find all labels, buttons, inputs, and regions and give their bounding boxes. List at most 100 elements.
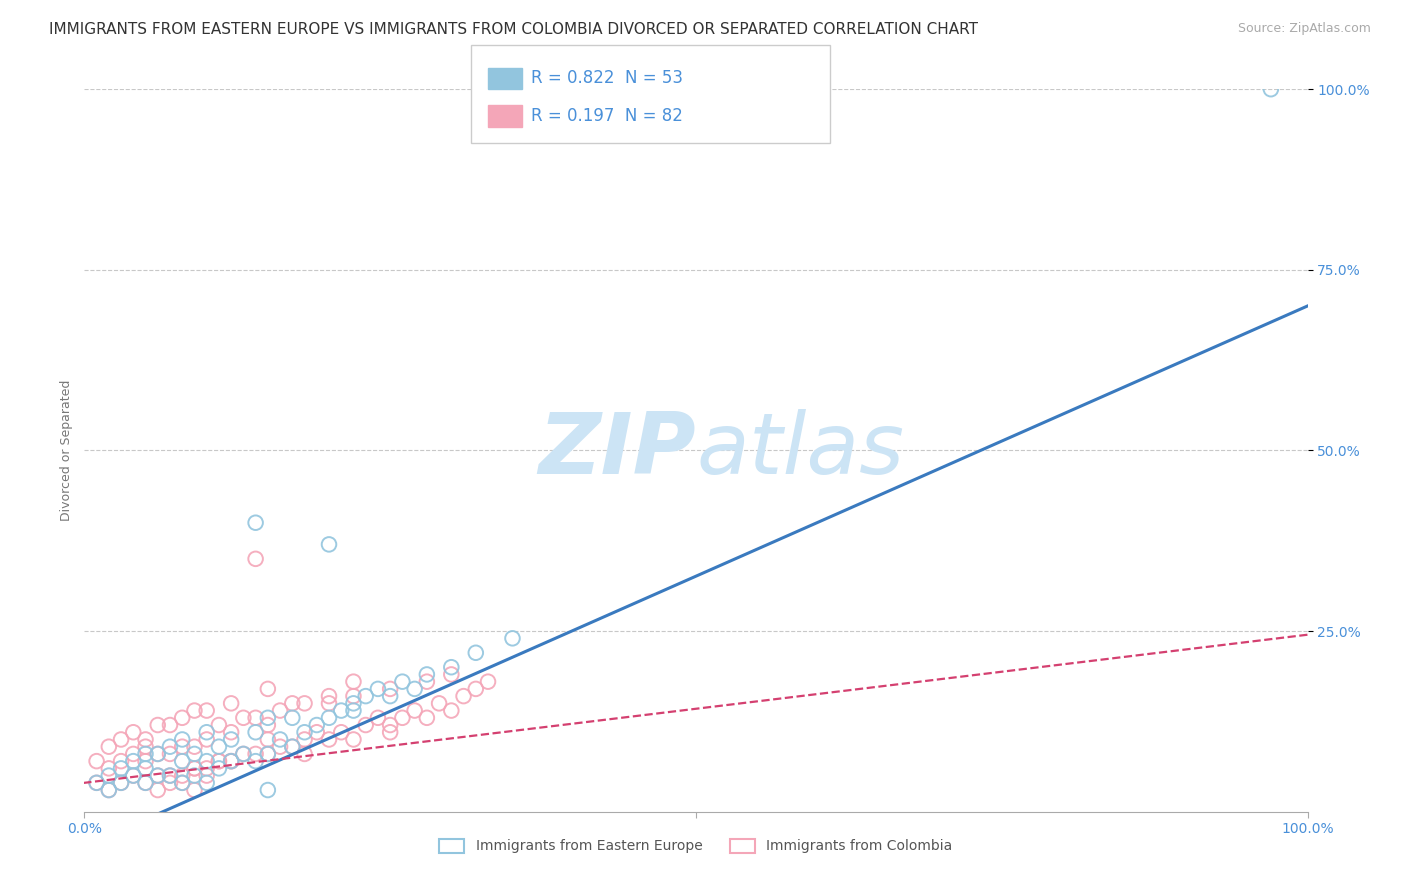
Point xyxy=(294,747,316,761)
Point xyxy=(464,646,486,660)
Point xyxy=(380,725,402,739)
Point xyxy=(135,747,157,761)
Point xyxy=(97,739,120,754)
Point xyxy=(281,739,304,754)
Point xyxy=(416,674,439,689)
Point xyxy=(86,776,108,790)
Point xyxy=(122,725,145,739)
Point xyxy=(342,689,364,703)
Point xyxy=(269,704,291,718)
Point xyxy=(1260,82,1282,96)
Point xyxy=(245,725,267,739)
Point xyxy=(281,739,304,754)
Point xyxy=(183,761,205,775)
Point xyxy=(318,711,340,725)
Point xyxy=(146,718,169,732)
Point xyxy=(305,718,328,732)
Point xyxy=(146,769,169,783)
Point xyxy=(440,660,463,674)
Point xyxy=(97,783,120,797)
Point xyxy=(183,704,205,718)
Point xyxy=(330,704,353,718)
Point xyxy=(257,732,280,747)
Point xyxy=(110,761,132,775)
Point xyxy=(245,754,267,768)
Point xyxy=(440,667,463,681)
Point xyxy=(380,681,402,696)
Point xyxy=(97,769,120,783)
Point xyxy=(380,718,402,732)
Point xyxy=(122,754,145,768)
Y-axis label: Divorced or Separated: Divorced or Separated xyxy=(60,380,73,521)
Point xyxy=(404,704,426,718)
Point xyxy=(416,711,439,725)
Point xyxy=(195,761,218,775)
Point xyxy=(305,725,328,739)
Point xyxy=(122,769,145,783)
Text: R = 0.197  N = 82: R = 0.197 N = 82 xyxy=(531,107,683,125)
Point xyxy=(257,783,280,797)
Point xyxy=(219,732,242,747)
Point xyxy=(391,711,413,725)
Point xyxy=(281,711,304,725)
Point xyxy=(172,776,194,790)
Point xyxy=(294,725,316,739)
Point xyxy=(257,747,280,761)
Point xyxy=(219,725,242,739)
Point xyxy=(257,747,280,761)
Point xyxy=(269,732,291,747)
Point xyxy=(146,769,169,783)
Point xyxy=(172,732,194,747)
Point xyxy=(294,696,316,710)
Point xyxy=(195,776,218,790)
Point xyxy=(159,776,181,790)
Point xyxy=(195,769,218,783)
Point xyxy=(135,739,157,754)
Point xyxy=(183,761,205,775)
Point xyxy=(172,776,194,790)
Point xyxy=(440,704,463,718)
Point xyxy=(159,769,181,783)
Point xyxy=(219,754,242,768)
Point xyxy=(219,754,242,768)
Point xyxy=(195,732,218,747)
Point xyxy=(232,747,254,761)
Point xyxy=(195,754,218,768)
Point xyxy=(135,761,157,775)
Point xyxy=(135,754,157,768)
Point xyxy=(257,711,280,725)
Point xyxy=(159,769,181,783)
Point xyxy=(342,696,364,710)
Point xyxy=(404,681,426,696)
Point xyxy=(245,711,267,725)
Point xyxy=(208,754,231,768)
Point xyxy=(380,689,402,703)
Point xyxy=(318,732,340,747)
Text: R = 0.822  N = 53: R = 0.822 N = 53 xyxy=(531,70,683,87)
Point xyxy=(208,761,231,775)
Text: Source: ZipAtlas.com: Source: ZipAtlas.com xyxy=(1237,22,1371,36)
Point xyxy=(367,681,389,696)
Point xyxy=(257,681,280,696)
Point xyxy=(159,747,181,761)
Text: ZIP: ZIP xyxy=(538,409,696,492)
Point xyxy=(245,551,267,566)
Point xyxy=(110,754,132,768)
Point xyxy=(391,674,413,689)
Point xyxy=(172,739,194,754)
Point xyxy=(110,732,132,747)
Point xyxy=(354,718,377,732)
Point xyxy=(208,718,231,732)
Point xyxy=(318,689,340,703)
Point xyxy=(97,761,120,775)
Point xyxy=(232,747,254,761)
Point xyxy=(122,747,145,761)
Point xyxy=(294,732,316,747)
Point xyxy=(159,739,181,754)
Point xyxy=(269,739,291,754)
Point xyxy=(86,776,108,790)
Point xyxy=(245,747,267,761)
Text: IMMIGRANTS FROM EASTERN EUROPE VS IMMIGRANTS FROM COLOMBIA DIVORCED OR SEPARATED: IMMIGRANTS FROM EASTERN EUROPE VS IMMIGR… xyxy=(49,22,979,37)
Point xyxy=(502,632,524,646)
Point xyxy=(195,704,218,718)
